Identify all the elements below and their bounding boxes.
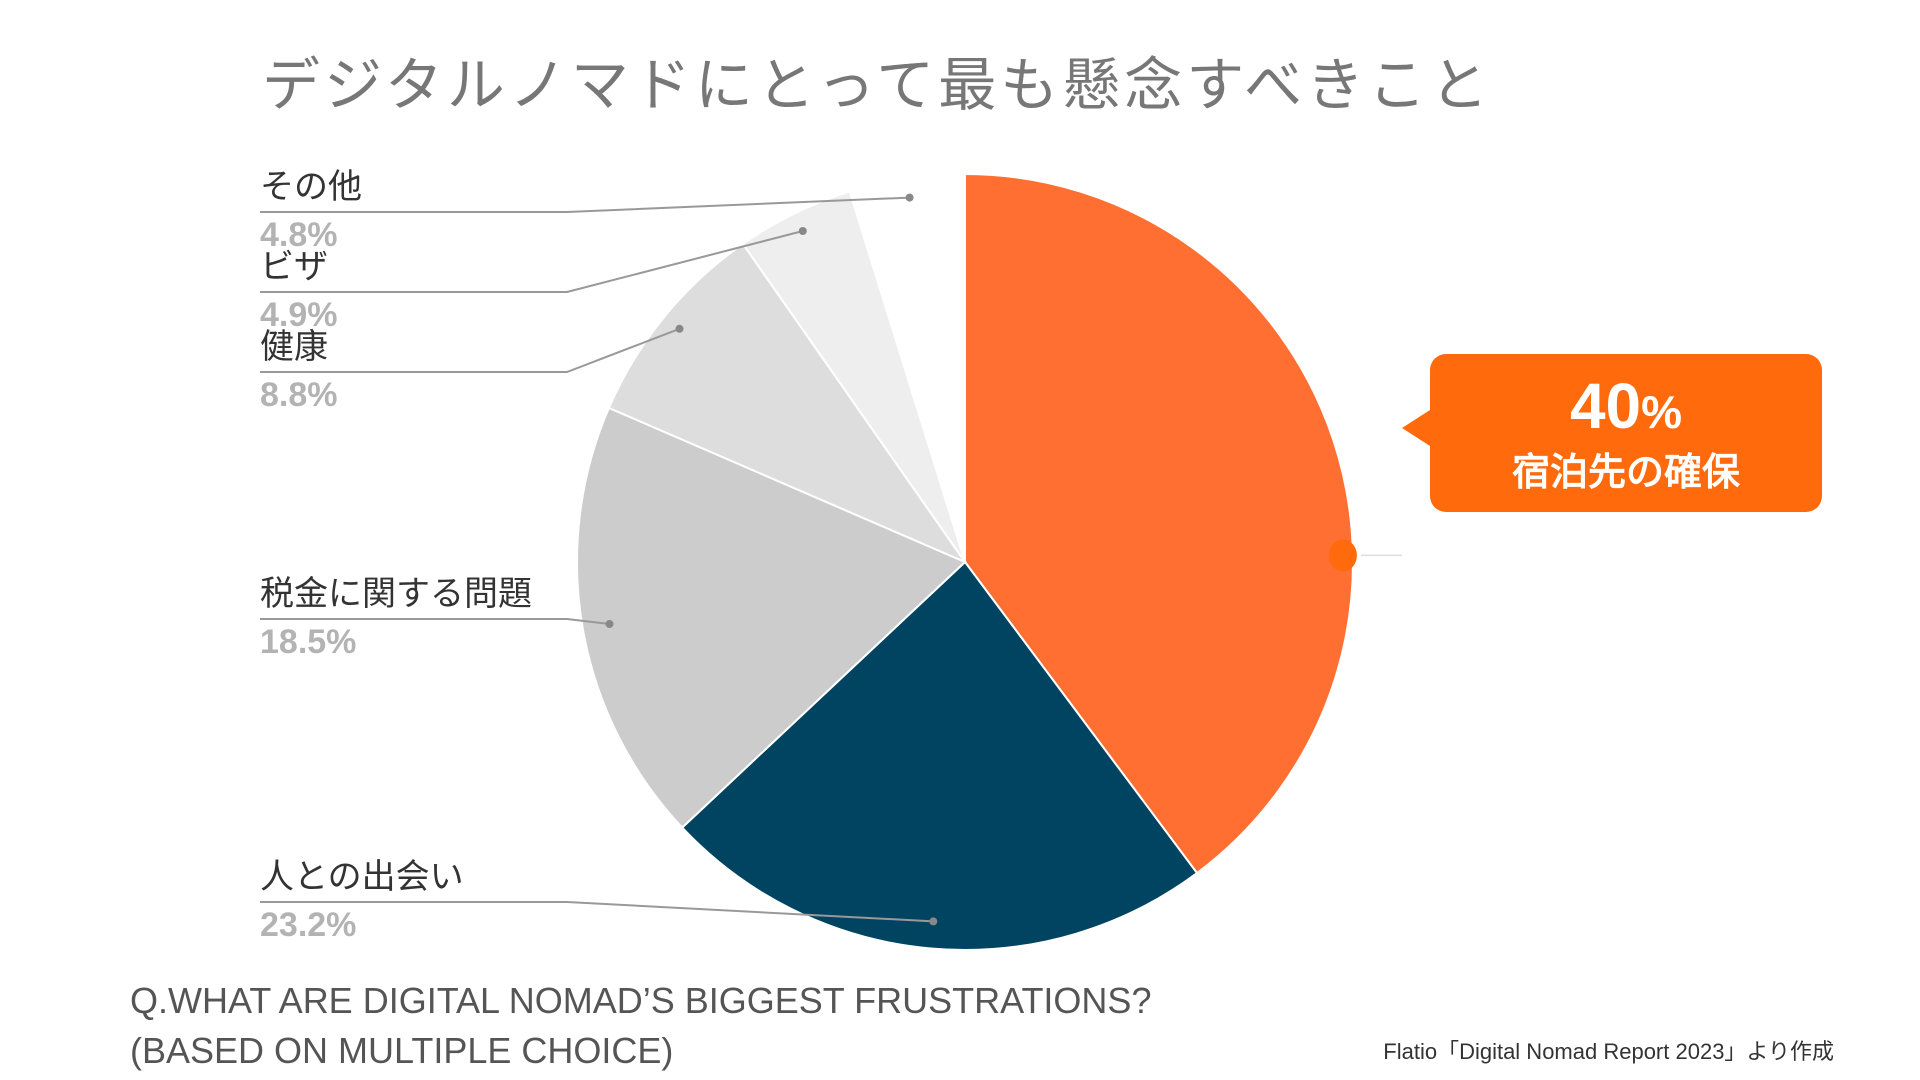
callout-label: 宿泊先の確保 bbox=[1511, 450, 1740, 494]
callout-pointer bbox=[1402, 410, 1430, 446]
pie-slice-0 bbox=[964, 172, 1354, 875]
leader-line-5 bbox=[260, 196, 910, 213]
slice-value-1: 23.2% bbox=[260, 906, 356, 944]
leader-line-3 bbox=[260, 327, 680, 373]
callout-value-number: 40 bbox=[1569, 370, 1642, 442]
callout-value-unit: % bbox=[1641, 386, 1683, 438]
slice-label-2: 税金に関する問題 bbox=[260, 574, 532, 614]
pie-slice-1 bbox=[680, 560, 1199, 951]
highlight-marker bbox=[1328, 539, 1357, 572]
slice-label-3: 健康 bbox=[260, 327, 328, 367]
slice-value-5: 4.8% bbox=[260, 216, 338, 254]
leader-dot-4 bbox=[798, 227, 807, 235]
pie-slice-3 bbox=[607, 242, 968, 565]
leader-dot-2 bbox=[605, 620, 614, 628]
source-note: Flatio「Digital Nomad Report 2023」より作成 bbox=[1383, 1039, 1834, 1064]
highlight-callout: 40% 宿泊先の確保 bbox=[1402, 354, 1822, 512]
chart-title: デジタルノマドにとって最も懸念すべきこと bbox=[262, 51, 1493, 119]
leader-dot-1 bbox=[929, 917, 938, 926]
slice-label-5: その他 bbox=[260, 167, 362, 207]
leader-dot-5 bbox=[905, 193, 914, 202]
survey-question: Q.WHAT ARE DIGITAL NOMAD’S BIGGEST FRUST… bbox=[130, 976, 1151, 1076]
slice-label-1: 人との出会い bbox=[260, 857, 464, 897]
slice-label-4: ビザ bbox=[260, 247, 328, 287]
slice-value-2: 18.5% bbox=[260, 623, 356, 661]
leader-line-1 bbox=[260, 901, 934, 923]
leader-line-2 bbox=[260, 618, 610, 625]
slice-value-4: 4.9% bbox=[260, 296, 338, 334]
leader-dot-3 bbox=[675, 324, 684, 333]
callout-value: 40% bbox=[1430, 372, 1822, 446]
slice-value-3: 8.8% bbox=[260, 376, 338, 414]
pie-slice-5 bbox=[848, 172, 966, 563]
leader-line-4 bbox=[260, 230, 804, 293]
survey-question-line2: (BASED ON MULTIPLE CHOICE) bbox=[130, 1030, 674, 1071]
survey-question-line1: Q.WHAT ARE DIGITAL NOMAD’S BIGGEST FRUST… bbox=[130, 980, 1152, 1021]
pie-slice-2 bbox=[576, 406, 967, 830]
